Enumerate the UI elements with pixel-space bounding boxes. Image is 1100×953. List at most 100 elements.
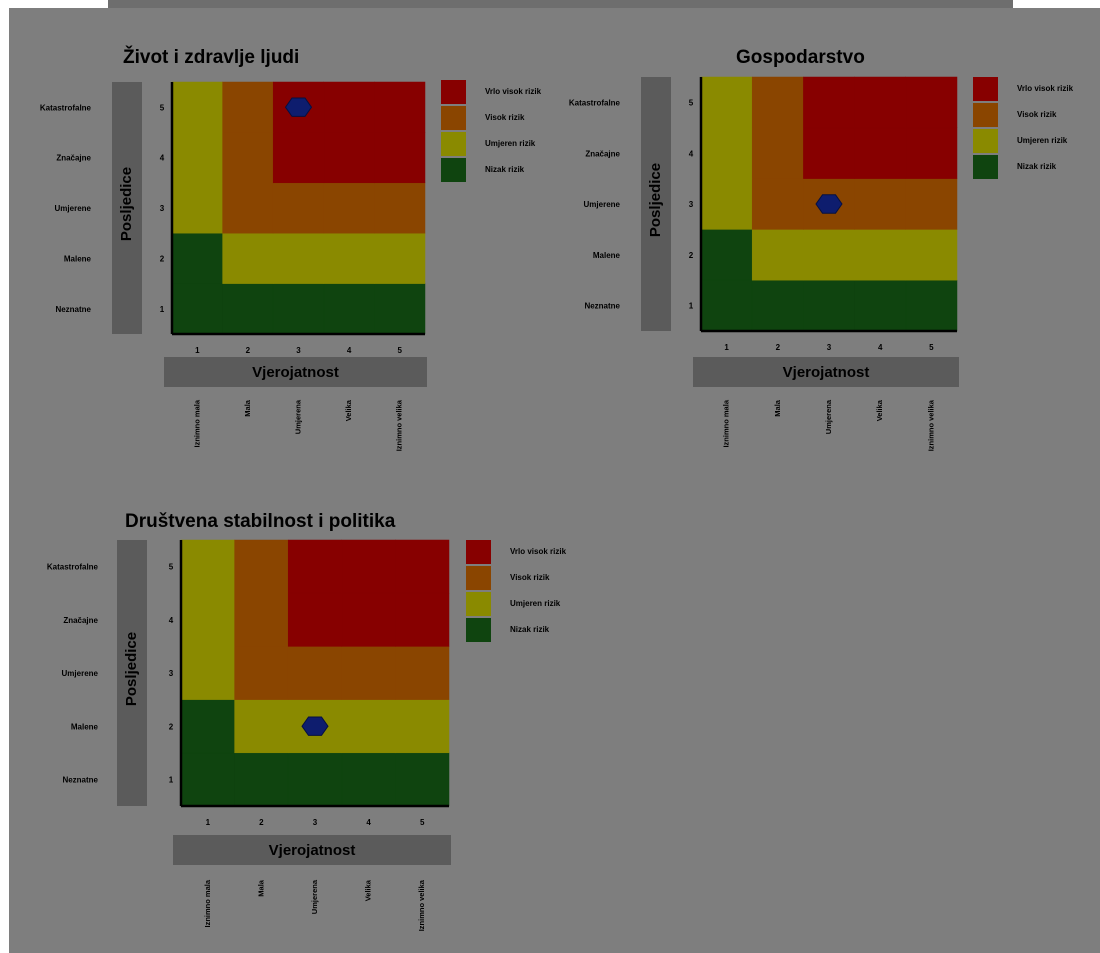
risk-cell-4-1 — [171, 132, 223, 184]
risk-cell-1-3 — [272, 283, 325, 335]
risk-cell-5-4 — [323, 81, 375, 133]
risk-cell-1-4 — [341, 752, 396, 807]
risk-cell-4-2 — [751, 127, 804, 179]
y-tick-label: 4 — [169, 616, 174, 625]
risk-chart-2: Gospodarstvo Posljedice 1 Neznatne 2 Malene 3 U… — [569, 47, 1074, 451]
risk-cell-5-2 — [222, 81, 274, 133]
y-axis-label: Posljedice — [123, 632, 140, 706]
y-category-label: Neznatne — [55, 305, 91, 314]
risk-cell-3-5 — [905, 178, 958, 230]
x-category-label: Iznimno velika — [417, 879, 426, 931]
risk-cell-1-2 — [234, 752, 289, 807]
risk-cell-4-5 — [395, 592, 450, 647]
y-tick-label: 1 — [160, 305, 165, 314]
risk-cell-2-1 — [171, 232, 223, 284]
y-category-label: Neznatne — [62, 776, 98, 785]
x-tick-label: 2 — [776, 343, 781, 352]
risk-cell-2-5 — [374, 232, 426, 284]
legend-label: Umjeren rizik — [510, 599, 561, 608]
risk-cell-3-2 — [234, 646, 289, 700]
risk-cell-5-5 — [905, 76, 958, 129]
legend-label: Vrlo visok rizik — [1017, 84, 1074, 93]
x-category-label: Velika — [364, 879, 373, 901]
y-tick-label: 3 — [169, 669, 174, 678]
legend-label: Nizak rizik — [1017, 162, 1057, 171]
chart-title: Život i zdravlje ljudi — [123, 46, 299, 68]
legend-swatch — [466, 540, 491, 564]
risk-cell-4-2 — [222, 132, 274, 184]
x-category-label: Iznimno mala — [203, 879, 212, 927]
risk-cell-1-2 — [751, 279, 804, 332]
risk-cell-5-5 — [395, 539, 450, 594]
y-tick-label: 1 — [169, 776, 174, 785]
y-category-label: Malene — [64, 255, 92, 264]
risk-cell-2-2 — [222, 232, 274, 284]
x-axis-label: Vjerojatnost — [252, 364, 339, 381]
risk-cell-5-5 — [374, 81, 426, 133]
risk-marker — [284, 97, 313, 117]
x-tick-label: 2 — [246, 346, 251, 355]
risk-cell-3-3 — [272, 182, 325, 234]
risk-cell-1-1 — [171, 283, 223, 335]
risk-cell-3-2 — [222, 182, 274, 234]
y-tick-label: 3 — [160, 204, 165, 213]
legend-label: Umjeren rizik — [1017, 136, 1068, 145]
legend-label: Nizak rizik — [510, 625, 550, 634]
risk-cell-4-5 — [905, 127, 958, 179]
y-category-label: Značajne — [63, 616, 98, 625]
x-tick-label: 4 — [347, 346, 352, 355]
risk-cell-4-3 — [287, 592, 343, 647]
x-axis-label: Vjerojatnost — [269, 842, 356, 859]
risk-cell-4-3 — [803, 127, 855, 179]
y-category-label: Malene — [593, 251, 621, 260]
legend-swatch — [466, 618, 491, 642]
risk-cell-2-5 — [905, 229, 958, 281]
risk-cell-5-1 — [700, 76, 753, 129]
risk-cell-1-5 — [905, 279, 958, 332]
risk-cell-3-2 — [751, 178, 804, 230]
x-category-label: Iznimno velika — [395, 399, 404, 451]
x-tick-label: 3 — [313, 818, 318, 827]
legend-swatch — [973, 155, 998, 179]
legend-swatch — [441, 132, 466, 156]
x-category-label: Mala — [243, 399, 252, 417]
x-category-label: Iznimno mala — [722, 399, 731, 447]
x-category-label: Umjerena — [293, 399, 302, 434]
legend-swatch — [973, 129, 998, 153]
x-tick-label: 1 — [206, 818, 211, 827]
y-category-label: Katastrofalne — [47, 563, 99, 572]
legend-label: Visok rizik — [1017, 110, 1057, 119]
top-margin-right — [1013, 0, 1100, 8]
x-category-label: Iznimno velika — [926, 399, 935, 451]
y-tick-label: 4 — [689, 149, 694, 158]
risk-cell-3-1 — [180, 646, 235, 700]
y-axis-label-box — [117, 540, 147, 806]
y-tick-label: 1 — [689, 302, 694, 311]
risk-cell-1-1 — [180, 752, 235, 807]
y-category-label: Značajne — [585, 149, 620, 158]
legend-label: Vrlo visok rizik — [485, 87, 542, 96]
legend-swatch — [441, 80, 466, 104]
risk-cell-5-3 — [287, 539, 343, 594]
risk-cell-3-4 — [854, 178, 907, 230]
risk-cell-3-1 — [700, 178, 753, 230]
risk-cell-3-4 — [323, 182, 375, 234]
risk-cell-2-3 — [272, 232, 325, 284]
risk-cell-1-4 — [323, 283, 375, 335]
risk-cell-2-4 — [854, 229, 907, 281]
risk-cell-5-1 — [180, 539, 235, 594]
risk-cell-2-4 — [341, 699, 396, 754]
x-tick-label: 4 — [366, 818, 371, 827]
legend-swatch — [441, 106, 466, 130]
y-tick-label: 5 — [689, 99, 694, 108]
x-category-label: Umjerena — [310, 879, 319, 914]
chart-title: Društvena stabilnost i politika — [125, 511, 396, 532]
y-category-label: Umjerene — [584, 200, 621, 209]
y-category-label: Malene — [71, 722, 99, 731]
x-tick-label: 1 — [195, 346, 200, 355]
x-tick-label: 3 — [296, 346, 301, 355]
x-axis-label-box — [173, 835, 451, 865]
risk-chart-1: Život i zdravlje ljudi Posljedice 1 Neznatn… — [40, 46, 542, 451]
legend-label: Visok rizik — [510, 573, 550, 582]
